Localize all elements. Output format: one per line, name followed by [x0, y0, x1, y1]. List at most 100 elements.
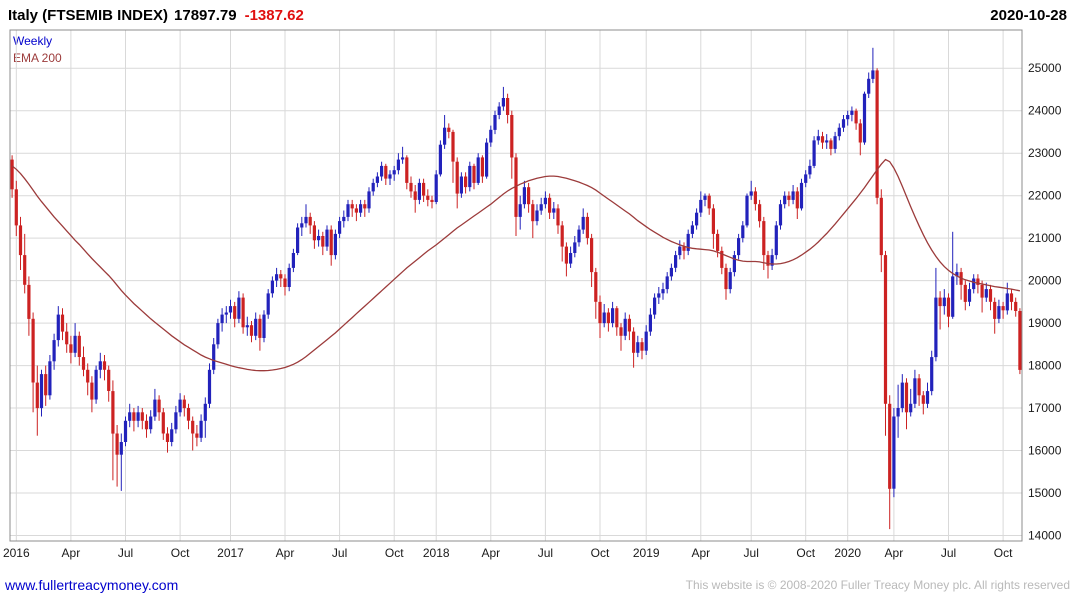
candle-body — [224, 312, 228, 315]
candle-body — [325, 229, 329, 247]
chart-header: Italy (FTSEMIB INDEX) 17897.79 -1387.62 — [8, 7, 304, 24]
candle-body — [262, 314, 266, 338]
candle-body — [317, 236, 321, 241]
candle-body — [128, 412, 132, 421]
ema-line — [11, 158, 1021, 372]
candle-body — [107, 369, 111, 391]
candle-body — [690, 225, 694, 234]
candle-body — [703, 195, 707, 200]
candle-body — [380, 165, 384, 177]
candle-body — [913, 378, 917, 404]
candle-body — [48, 361, 52, 396]
candle-body — [77, 335, 81, 357]
candle-body — [875, 70, 879, 198]
candle-body — [174, 412, 178, 430]
candle-body — [774, 225, 778, 256]
candle-body — [459, 176, 463, 194]
candle-body — [783, 195, 787, 205]
candle-body — [787, 195, 791, 200]
chart-date: 2020-10-28 — [990, 7, 1067, 24]
candle-body — [422, 182, 426, 196]
candle-body — [1018, 311, 1022, 370]
candle-body — [455, 161, 459, 194]
x-axis-label: 2018 — [423, 546, 450, 560]
candle-body — [569, 253, 573, 264]
candle-body — [363, 204, 367, 209]
candle-body — [237, 297, 241, 319]
candle-body — [682, 246, 686, 251]
candle-body — [413, 191, 417, 200]
candle-body — [291, 253, 295, 268]
candle-body — [485, 142, 489, 177]
candle-body — [501, 98, 505, 107]
candle-body — [581, 216, 585, 230]
candle-body — [862, 93, 867, 143]
candle-body — [140, 412, 144, 421]
candle-body — [90, 382, 94, 400]
candle-body — [716, 233, 720, 251]
candle-body — [695, 212, 699, 226]
candle-body — [904, 382, 909, 413]
candle-body — [984, 289, 988, 298]
x-axis-label: Apr — [276, 546, 295, 560]
x-axis-label: Jul — [538, 546, 553, 560]
candle-body — [812, 140, 816, 166]
candle-body — [27, 284, 31, 319]
candle-body — [44, 374, 48, 396]
candle-body — [837, 127, 841, 137]
candle-body — [245, 325, 249, 328]
candle-body — [312, 225, 316, 241]
candle-body — [35, 382, 39, 409]
candle-body — [623, 318, 627, 336]
candle-body — [249, 325, 254, 336]
candle-body — [165, 433, 170, 442]
candle-body — [560, 225, 564, 247]
candle-body — [300, 223, 304, 228]
x-axis-label: Apr — [481, 546, 500, 560]
candle-body — [648, 314, 652, 332]
y-axis-label: 22000 — [1028, 189, 1062, 203]
x-axis-label: Oct — [591, 546, 610, 560]
candle-body — [60, 314, 65, 332]
page-title: Italy (FTSEMIB INDEX) — [8, 7, 169, 24]
candle-body — [829, 140, 833, 149]
candle-body — [665, 276, 669, 290]
candle-body — [102, 361, 107, 370]
candle-body — [556, 208, 560, 226]
x-axis-label: Jul — [941, 546, 956, 560]
candle-body — [846, 115, 850, 120]
candle-body — [799, 182, 804, 209]
copyright-text: This website is © 2008-2020 Fuller Treac… — [685, 578, 1070, 592]
candle-body — [228, 306, 233, 313]
candle-body — [98, 361, 102, 370]
y-axis-label: 18000 — [1028, 359, 1062, 373]
candle-body — [909, 403, 913, 413]
candle-body — [266, 293, 270, 315]
candle-body — [342, 216, 346, 222]
candle-body — [489, 129, 493, 143]
candle-body — [816, 136, 820, 141]
candle-body — [518, 204, 522, 217]
candle-body — [338, 221, 342, 234]
candle-body — [359, 204, 363, 213]
candle-body — [241, 297, 245, 328]
footer-link[interactable]: www.fullertreacymoney.com — [5, 577, 179, 593]
candle-body — [115, 433, 119, 455]
candle-body — [946, 297, 951, 317]
candle-body — [1005, 293, 1009, 311]
candle-body — [510, 115, 514, 158]
candle-body — [871, 70, 875, 79]
candle-body — [430, 199, 434, 202]
x-axis-label: Apr — [885, 546, 904, 560]
candle-body — [464, 176, 468, 188]
candle-body — [644, 331, 648, 351]
candle-body — [942, 297, 946, 307]
y-axis-label: 17000 — [1028, 401, 1062, 415]
candle-body — [81, 357, 86, 370]
candle-body — [350, 204, 354, 209]
plot-frame — [9, 29, 1023, 542]
candle-body — [770, 255, 774, 266]
candle-body — [1009, 293, 1014, 302]
x-axis-label: 2017 — [217, 546, 244, 560]
candle-body — [900, 382, 904, 409]
